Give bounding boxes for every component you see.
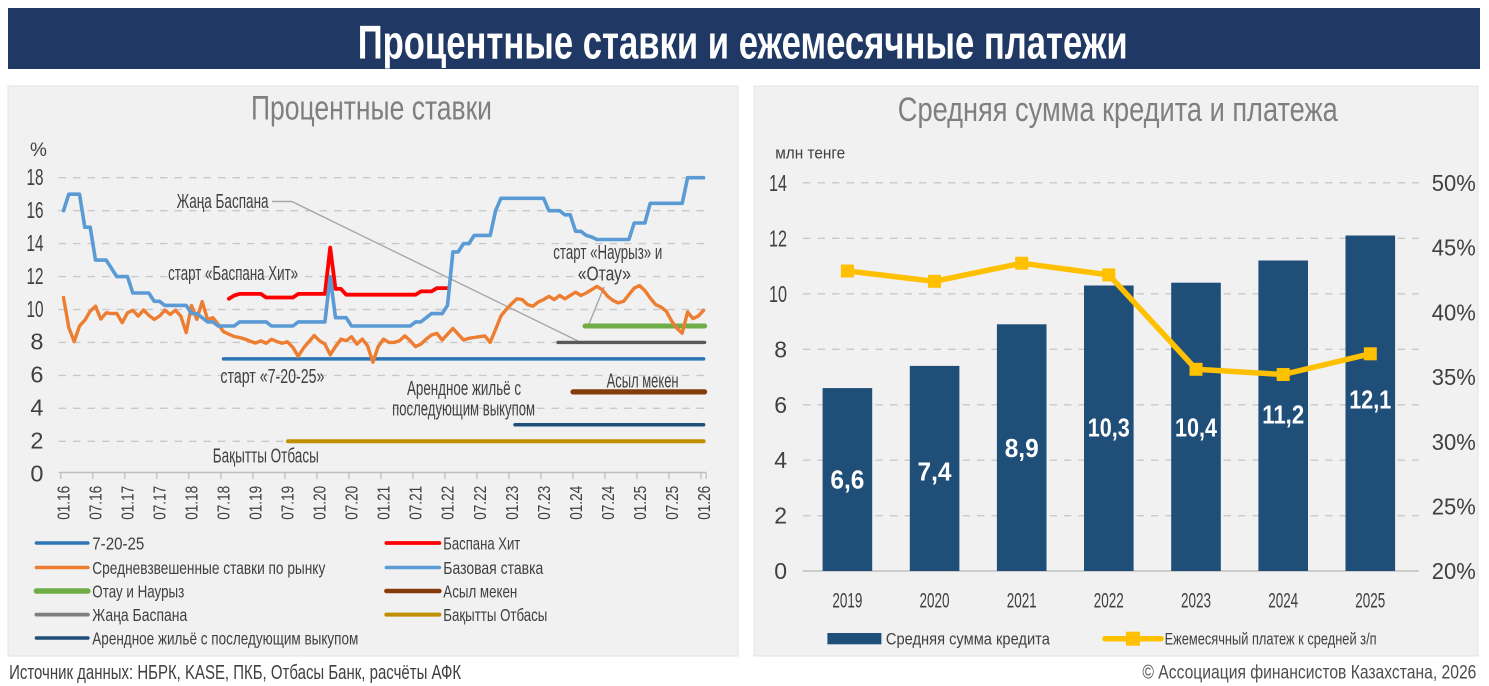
svg-text:Базовая ставка: Базовая ставка	[443, 558, 543, 578]
svg-text:Арендное жильё с последующим в: Арендное жильё с последующим выкупом	[92, 629, 358, 649]
svg-text:старт «Баспана Хит»: старт «Баспана Хит»	[168, 263, 298, 285]
svg-text:10,4: 10,4	[1175, 414, 1218, 442]
svg-text:2023: 2023	[1181, 588, 1211, 612]
svg-text:Источник данных: НБРК, KASE, П: Источник данных: НБРК, KASE, ПКБ, Отбасы…	[9, 662, 461, 684]
svg-text:%: %	[30, 140, 47, 161]
svg-text:01.18: 01.18	[182, 486, 202, 520]
svg-text:Процентные ставки: Процентные ставки	[251, 89, 492, 127]
svg-text:7,4: 7,4	[918, 459, 953, 487]
svg-text:07.20: 07.20	[342, 486, 362, 520]
svg-text:25%: 25%	[1432, 494, 1476, 520]
svg-text:01.25: 01.25	[630, 486, 650, 520]
svg-text:старт «Наурыз» и: старт «Наурыз» и	[553, 242, 662, 264]
svg-text:8,9: 8,9	[1005, 435, 1039, 463]
svg-text:4: 4	[30, 395, 43, 421]
svg-text:07.22: 07.22	[470, 486, 490, 520]
svg-text:01.24: 01.24	[566, 486, 586, 520]
svg-text:2022: 2022	[1094, 588, 1124, 612]
svg-text:07.25: 07.25	[662, 486, 682, 520]
svg-text:Асыл мекен: Асыл мекен	[607, 370, 679, 392]
svg-text:8: 8	[774, 336, 787, 362]
svg-text:45%: 45%	[1432, 235, 1476, 261]
svg-text:01.16: 01.16	[54, 486, 74, 520]
svg-text:01.21: 01.21	[374, 486, 394, 520]
svg-text:6,6: 6,6	[830, 467, 864, 495]
svg-text:6: 6	[30, 362, 43, 388]
svg-text:01.26: 01.26	[694, 486, 714, 520]
svg-text:01.17: 01.17	[118, 486, 138, 520]
svg-text:2: 2	[774, 503, 787, 529]
svg-text:Жаңа Баспана: Жаңа Баспана	[177, 191, 270, 213]
svg-text:последующим выкупом: последующим выкупом	[392, 399, 535, 421]
svg-text:Арендное жильё с: Арендное жильё с	[407, 378, 521, 400]
svg-text:Жаңа Баспана: Жаңа Баспана	[92, 605, 187, 625]
svg-text:0: 0	[774, 558, 787, 584]
svg-text:14: 14	[769, 170, 787, 196]
svg-text:07.24: 07.24	[598, 486, 618, 520]
svg-text:2024: 2024	[1268, 588, 1298, 612]
svg-text:10: 10	[27, 296, 44, 322]
svg-text:2019: 2019	[832, 588, 862, 612]
svg-text:07.18: 07.18	[214, 486, 234, 520]
svg-text:6: 6	[774, 392, 787, 418]
svg-text:10,3: 10,3	[1088, 414, 1130, 442]
svg-text:Баспана Хит: Баспана Хит	[443, 534, 520, 554]
svg-text:35%: 35%	[1432, 364, 1476, 390]
svg-text:Ежемесячный платеж к средней з: Ежемесячный платеж к средней з/п	[1165, 630, 1377, 649]
svg-text:Средняя сумма кредита и платеж: Средняя сумма кредита и платежа	[898, 91, 1338, 129]
svg-text:14: 14	[27, 230, 44, 256]
svg-text:2: 2	[30, 428, 43, 454]
svg-text:4: 4	[774, 447, 787, 473]
svg-text:07.23: 07.23	[534, 486, 554, 520]
svg-text:8: 8	[30, 329, 43, 355]
svg-text:Средняя сумма кредита: Средняя сумма кредита	[886, 630, 1050, 649]
svg-text:07.21: 07.21	[406, 486, 426, 520]
svg-text:07.19: 07.19	[278, 486, 298, 520]
svg-text:50%: 50%	[1432, 170, 1476, 196]
svg-text:2025: 2025	[1355, 588, 1385, 612]
svg-text:Процентные ставки и ежемесячны: Процентные ставки и ежемесячные платежи	[358, 17, 1128, 70]
svg-text:старт «7-20-25»: старт «7-20-25»	[220, 366, 324, 388]
svg-text:млн тенге: млн тенге	[775, 145, 845, 163]
svg-text:2021: 2021	[1007, 588, 1037, 612]
svg-text:01.19: 01.19	[246, 486, 266, 520]
svg-text:Бақытты Отбасы: Бақытты Отбасы	[443, 605, 547, 625]
svg-text:40%: 40%	[1432, 299, 1476, 325]
svg-text:7-20-25: 7-20-25	[92, 534, 144, 554]
svg-text:Бақытты Отбасы: Бақытты Отбасы	[213, 445, 319, 467]
svg-text:01.20: 01.20	[310, 486, 330, 520]
svg-text:2020: 2020	[920, 588, 950, 612]
svg-text:16: 16	[27, 197, 44, 223]
svg-text:07.16: 07.16	[86, 486, 106, 520]
svg-text:© Ассоциация финансистов Казах: © Ассоциация финансистов Казахстана, 202…	[1142, 661, 1476, 683]
svg-text:0: 0	[30, 461, 43, 487]
svg-text:Асыл мекен: Асыл мекен	[443, 582, 517, 602]
svg-text:Отау и Наурыз: Отау и Наурыз	[92, 582, 184, 602]
svg-text:01.22: 01.22	[438, 486, 458, 520]
svg-text:12: 12	[27, 263, 44, 289]
svg-text:11,2: 11,2	[1262, 401, 1304, 429]
svg-text:18: 18	[27, 164, 44, 190]
svg-text:01.23: 01.23	[502, 486, 522, 520]
svg-text:Средневзвешенные ставки по рын: Средневзвешенные ставки по рынку	[92, 558, 325, 578]
svg-text:10: 10	[769, 281, 787, 307]
svg-text:12: 12	[769, 225, 787, 251]
svg-text:«Отау»: «Отау»	[578, 264, 631, 286]
svg-text:07.17: 07.17	[150, 486, 170, 520]
svg-text:20%: 20%	[1432, 558, 1476, 584]
svg-text:30%: 30%	[1432, 429, 1476, 455]
svg-text:12,1: 12,1	[1349, 387, 1391, 415]
